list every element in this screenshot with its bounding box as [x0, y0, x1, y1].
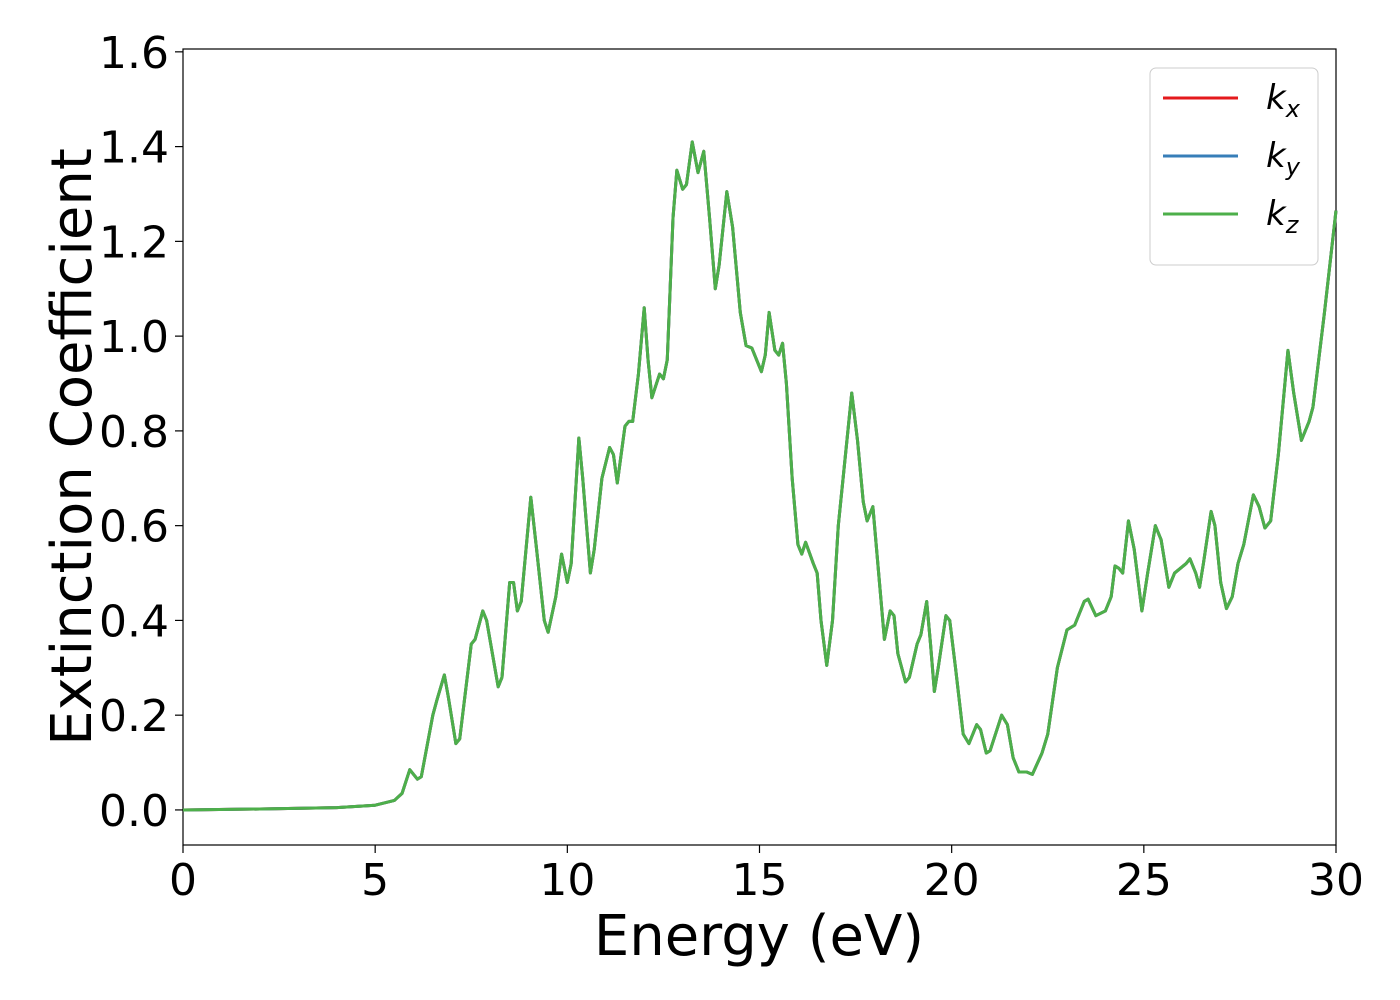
x-tick-label: 0 — [169, 855, 197, 906]
legend-label: ky — [1266, 136, 1301, 181]
y-tick-label: 0.0 — [99, 786, 169, 837]
legend-label: kz — [1266, 194, 1300, 239]
x-tick-label: 5 — [361, 855, 389, 906]
y-tick-label: 1.4 — [99, 123, 169, 174]
x-tick-label: 10 — [539, 855, 595, 906]
x-tick-label: 20 — [924, 855, 980, 906]
plot-area — [182, 48, 1337, 846]
y-tick-label: 1.2 — [99, 217, 169, 268]
y-axis-label: Extinction Coefficient — [40, 148, 105, 746]
y-tick-label: 0.6 — [99, 502, 169, 553]
y-tick-label: 0.2 — [99, 691, 169, 742]
series-line — [182, 140, 1338, 812]
x-tick-label: 15 — [732, 855, 788, 906]
x-axis-label: Energy (eV) — [594, 904, 924, 969]
y-tick-label: 0.4 — [99, 596, 169, 647]
y-tick-label: 1.0 — [99, 312, 169, 363]
y-tick-label: 1.6 — [99, 28, 169, 79]
x-tick-label: 25 — [1116, 855, 1172, 906]
y-tick-label: 0.8 — [99, 407, 169, 458]
legend-box — [1149, 67, 1319, 266]
x-tick-label: 30 — [1308, 855, 1364, 906]
legend-label: kx — [1266, 78, 1301, 123]
